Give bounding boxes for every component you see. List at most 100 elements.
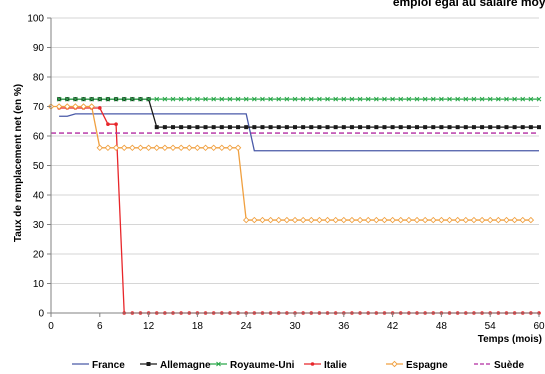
data-point-allemagne <box>480 125 485 130</box>
data-point-royaume-uni <box>512 96 517 102</box>
data-point-espagne <box>177 144 185 152</box>
data-point-allemagne <box>390 125 395 130</box>
data-point-allemagne <box>236 125 241 130</box>
x-tick-label-54: 54 <box>485 321 497 332</box>
data-point-royaume-uni <box>430 96 436 102</box>
data-point-espagne <box>356 216 364 224</box>
y-tick-label-10: 10 <box>33 279 45 290</box>
data-point-allemagne <box>276 125 281 130</box>
legend-marker-allemagne <box>146 362 151 366</box>
data-point-allemagne <box>260 125 265 130</box>
data-point-royaume-uni <box>227 96 233 102</box>
data-point-espagne <box>332 216 339 224</box>
data-point-espagne <box>308 216 315 224</box>
data-point-espagne <box>364 216 372 224</box>
data-point-royaume-uni <box>219 96 225 102</box>
data-point-royaume-uni <box>455 96 461 102</box>
data-point-allemagne <box>317 125 322 130</box>
data-point-royaume-uni <box>325 96 330 102</box>
data-point-royaume-uni <box>382 96 387 102</box>
data-point-allemagne <box>439 125 444 130</box>
data-point-espagne <box>299 216 307 224</box>
data-point-espagne <box>137 144 144 152</box>
data-point-allemagne <box>309 125 314 130</box>
data-point-royaume-uni <box>81 96 86 102</box>
series-line-italie <box>59 107 539 314</box>
x-tick-label-18: 18 <box>192 321 204 332</box>
legend-marker-italie <box>310 362 315 366</box>
data-point-royaume-uni <box>170 96 176 102</box>
data-point-espagne <box>291 216 299 224</box>
data-point-allemagne <box>528 125 533 130</box>
data-point-allemagne <box>333 125 338 130</box>
data-point-espagne <box>470 216 478 224</box>
data-point-espagne <box>324 216 331 224</box>
data-point-royaume-uni <box>276 96 282 102</box>
data-point-royaume-uni <box>162 96 168 102</box>
data-point-italie <box>106 122 110 126</box>
data-point-royaume-uni <box>373 96 379 102</box>
data-point-royaume-uni <box>129 96 135 102</box>
data-point-espagne <box>503 216 510 224</box>
data-point-allemagne <box>366 125 371 130</box>
data-point-allemagne <box>504 125 509 130</box>
data-point-royaume-uni <box>357 96 363 102</box>
data-point-royaume-uni <box>520 96 526 102</box>
data-point-royaume-uni <box>203 96 208 102</box>
data-point-royaume-uni <box>268 96 273 102</box>
data-point-royaume-uni <box>333 96 339 102</box>
data-point-royaume-uni <box>243 96 249 102</box>
y-tick-label-80: 80 <box>33 73 45 84</box>
data-point-espagne <box>486 216 494 224</box>
x-tick-label-60: 60 <box>533 321 545 332</box>
data-point-allemagne <box>252 125 257 130</box>
data-point-espagne <box>462 216 470 224</box>
data-point-royaume-uni <box>414 96 420 102</box>
x-tick-label-6: 6 <box>97 321 103 332</box>
data-point-allemagne <box>496 125 501 130</box>
data-point-espagne <box>259 216 266 224</box>
data-point-royaume-uni <box>398 96 404 102</box>
data-point-espagne <box>421 216 429 224</box>
series-lines <box>51 98 539 314</box>
data-point-allemagne <box>423 125 428 130</box>
y-tick-label-50: 50 <box>33 161 45 172</box>
x-axis-title: Temps (mois) <box>478 334 542 345</box>
data-point-allemagne <box>195 125 200 130</box>
data-point-allemagne <box>203 125 208 130</box>
data-point-italie <box>114 122 118 126</box>
data-point-espagne <box>275 216 282 224</box>
data-point-espagne <box>242 216 250 224</box>
data-point-allemagne <box>268 125 273 130</box>
data-point-espagne <box>234 144 242 152</box>
data-point-espagne <box>373 216 380 224</box>
series-line-france <box>59 113 539 152</box>
data-point-royaume-uni <box>97 96 103 102</box>
data-point-espagne <box>348 216 356 224</box>
data-point-allemagne <box>398 125 403 130</box>
y-tick-label-20: 20 <box>33 250 45 261</box>
legend-label-italie: Italie <box>324 360 347 371</box>
data-point-royaume-uni <box>365 96 371 102</box>
data-point-allemagne <box>219 125 224 130</box>
data-point-royaume-uni <box>390 96 395 102</box>
data-point-allemagne <box>471 125 476 130</box>
data-point-espagne <box>129 144 136 152</box>
data-point-allemagne <box>301 125 306 130</box>
data-point-espagne <box>283 216 291 224</box>
data-point-espagne <box>527 216 535 224</box>
data-point-espagne <box>511 216 518 224</box>
data-point-espagne <box>80 103 87 110</box>
y-tick-label-30: 30 <box>33 220 45 231</box>
data-point-allemagne <box>244 125 249 130</box>
chart-title: emploi égal au salaire moy. <box>393 0 545 9</box>
y-tick-label-0: 0 <box>38 309 44 320</box>
y-tick-label-70: 70 <box>33 102 45 113</box>
data-point-espagne <box>397 216 404 224</box>
data-point-royaume-uni <box>186 96 192 102</box>
data-point-allemagne <box>227 125 232 130</box>
legend-marker-royaume-uni <box>216 361 221 367</box>
data-point-espagne <box>251 216 258 224</box>
data-point-espagne <box>64 103 71 110</box>
data-point-allemagne <box>325 125 330 130</box>
